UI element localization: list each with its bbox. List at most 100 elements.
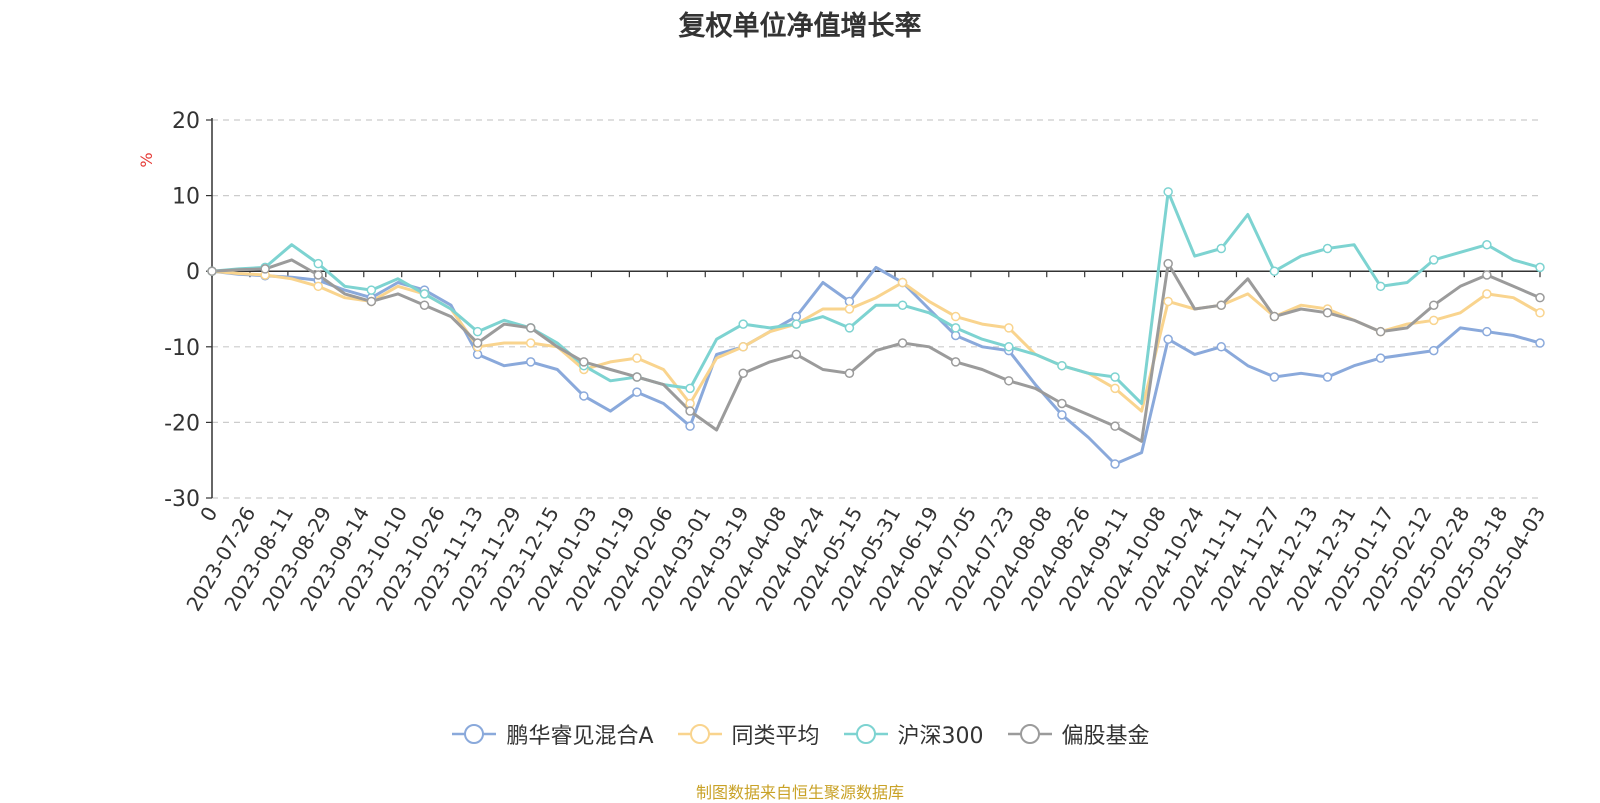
series-line [211, 258, 1541, 443]
series-marker [1216, 243, 1227, 254]
series-marker [1375, 353, 1386, 363]
series-marker [738, 342, 748, 352]
series-marker [1269, 372, 1280, 382]
series-marker [632, 387, 642, 397]
series-marker [844, 368, 855, 379]
legend-label: 同类平均 [731, 724, 820, 749]
series-marker [313, 270, 323, 280]
legend-label: 偏股基金 [1061, 724, 1150, 749]
series-marker [525, 338, 536, 348]
series-lines [211, 190, 1541, 466]
series-marker [1482, 289, 1492, 299]
series-marker [1482, 239, 1492, 250]
series-marker [897, 300, 908, 310]
series-marker [472, 349, 483, 360]
legend-label: 沪深300 [897, 724, 984, 749]
series-marker [844, 323, 855, 333]
legend-label: 鹏华睿见混合A [506, 724, 654, 749]
series-line [211, 269, 1541, 413]
series-marker [791, 349, 802, 360]
series-marker [1163, 334, 1173, 344]
y-tick-label: -30 [164, 487, 200, 512]
series-marker [791, 319, 802, 329]
series-marker [1110, 421, 1120, 431]
series-marker [1110, 372, 1120, 382]
series-marker [579, 357, 589, 367]
series-marker [1004, 376, 1014, 386]
y-tick-label: 0 [186, 260, 200, 285]
y-tick-label: 20 [172, 109, 200, 134]
series-marker [1375, 326, 1386, 337]
series-marker [685, 383, 695, 394]
gridlines [212, 119, 1540, 499]
series-marker [419, 289, 430, 299]
legend-swatch-marker [1019, 724, 1040, 744]
series-marker [950, 357, 961, 367]
series-marker [1535, 292, 1545, 303]
series-marker [950, 323, 961, 333]
legend-swatch-icon [843, 724, 888, 744]
series-marker [1163, 258, 1173, 269]
series-marker [1269, 311, 1280, 322]
y-tick-label: -10 [164, 336, 200, 361]
source-note: 制图数据来自恒生聚源数据库 [695, 783, 904, 802]
series-marker [1322, 372, 1333, 382]
series-marker [313, 281, 323, 292]
series-marker [1322, 308, 1333, 318]
series-marker [685, 398, 695, 409]
legend-swatch-marker [464, 724, 485, 744]
series-marker [738, 319, 748, 329]
series-marker [525, 323, 536, 333]
series-marker [1216, 300, 1227, 310]
series-marker [1269, 266, 1280, 276]
series-marker [1057, 398, 1067, 409]
series-line [211, 190, 1541, 405]
series-marker [1429, 345, 1439, 356]
legend-item[interactable]: 偏股基金 [1006, 718, 1150, 750]
series-markers [207, 187, 1545, 469]
legend-swatch-icon [1007, 724, 1052, 744]
series-marker [1110, 459, 1120, 469]
legend-swatch-marker [689, 724, 710, 744]
series-marker [525, 357, 536, 367]
series-marker [1535, 262, 1545, 273]
series-marker [1535, 338, 1545, 348]
y-tick-label: 10 [172, 185, 200, 210]
series-line [211, 265, 1541, 466]
y-axis-label: % [137, 152, 156, 167]
series-marker [950, 311, 961, 322]
series-marker [897, 277, 908, 288]
series-marker [419, 300, 430, 310]
series-marker [685, 421, 695, 431]
series-marker [1004, 323, 1014, 333]
series-marker [366, 296, 377, 307]
legend-item[interactable]: 鹏华睿见混合A [450, 718, 654, 750]
series-marker [1482, 270, 1492, 280]
series-marker [1482, 326, 1492, 337]
series-marker [1375, 281, 1386, 292]
series-marker [1004, 342, 1014, 352]
series-marker [632, 372, 642, 382]
series-marker [1110, 383, 1120, 394]
series-marker [685, 406, 695, 416]
series-marker [844, 296, 855, 307]
series-marker [1163, 187, 1173, 197]
x-tick-label: 0 [195, 503, 222, 526]
legend-swatch-icon [677, 724, 722, 744]
legend-item[interactable]: 沪深300 [842, 718, 984, 750]
series-marker [791, 311, 802, 322]
series-marker [632, 353, 642, 363]
series-marker [738, 368, 748, 379]
axes: 20100-10-20-3002023-07-262023-08-112023-… [164, 109, 1550, 615]
series-marker [1057, 410, 1067, 420]
series-marker [1429, 300, 1439, 310]
y-tick-label: -20 [164, 411, 200, 436]
series-marker [1429, 315, 1439, 326]
legend-item[interactable]: 同类平均 [676, 718, 820, 750]
series-marker [1535, 308, 1545, 318]
series-marker [1057, 360, 1067, 371]
legend-swatch-marker [855, 724, 876, 744]
series-marker [1163, 296, 1173, 307]
series-marker [366, 285, 377, 295]
